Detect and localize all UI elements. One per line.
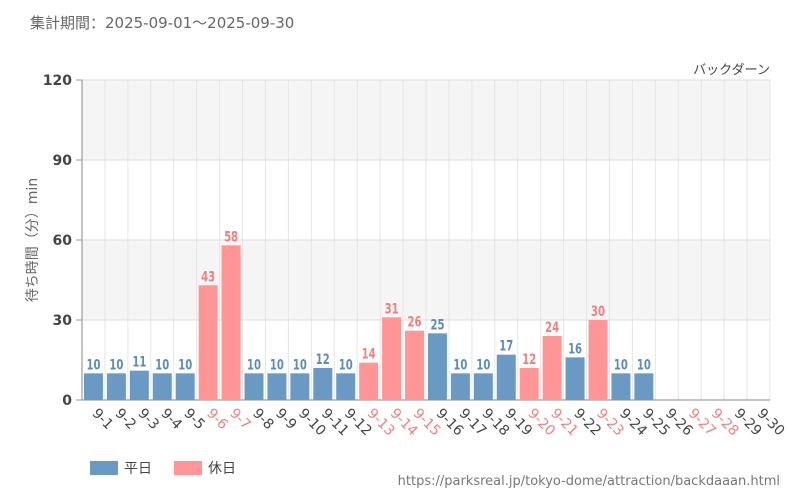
data-label: 10	[453, 357, 467, 373]
data-label: 25	[430, 317, 444, 333]
bar	[405, 330, 425, 400]
bar	[152, 373, 172, 400]
x-tick-label: 9-4	[157, 406, 185, 434]
data-label: 43	[201, 269, 215, 285]
y-tick-label: 30	[53, 313, 73, 329]
bar	[382, 317, 402, 400]
bar	[336, 373, 356, 400]
legend-item-holiday: 休日	[174, 458, 236, 478]
bar	[611, 373, 631, 400]
bar	[83, 373, 103, 400]
bar	[588, 320, 608, 400]
x-tick-label: 9-9	[272, 406, 299, 433]
y-tick-label: 0	[62, 393, 72, 409]
x-tick-label: 9-2	[112, 406, 139, 433]
bar	[175, 373, 195, 400]
y-tick-label: 120	[43, 73, 72, 89]
data-label: 17	[499, 339, 513, 355]
legend-label-holiday: 休日	[208, 461, 236, 477]
x-tick-label: 9-7	[226, 406, 253, 433]
data-label: 10	[614, 357, 628, 373]
source-url: https://parksreal.jp/tokyo-dome/attracti…	[397, 474, 780, 489]
period-text: 集計期間：2025-09-01～2025-09-30	[30, 14, 295, 32]
data-label: 12	[316, 352, 330, 368]
bar	[198, 285, 218, 400]
y-tick-label: 60	[53, 233, 73, 249]
data-label: 26	[408, 315, 422, 331]
series-label: バックダーン	[693, 63, 770, 78]
legend-label-weekday: 平日	[124, 461, 152, 477]
data-label: 10	[178, 357, 192, 373]
data-label: 10	[293, 357, 307, 373]
bar	[542, 336, 562, 400]
data-label: 10	[270, 357, 284, 373]
bar	[359, 362, 379, 400]
bar	[427, 333, 447, 400]
data-label: 10	[247, 357, 261, 373]
legend-item-weekday: 平日	[90, 458, 152, 478]
bar	[221, 245, 241, 400]
bar	[106, 373, 126, 400]
data-label: 11	[132, 355, 146, 371]
data-label: 10	[476, 357, 490, 373]
bar	[565, 357, 585, 400]
bar	[496, 354, 516, 400]
wait-time-bar-chart: 0 30 60 90 120 待ち時間（分）min バックダーン 10 9-1 10 9-2 11 9-…	[25, 63, 787, 439]
bar	[634, 373, 654, 400]
bar	[313, 368, 333, 400]
legend-swatch-weekday	[90, 461, 118, 475]
x-tick-label: 9-1	[89, 406, 116, 433]
bar	[473, 373, 493, 400]
data-label: 58	[224, 229, 238, 245]
y-axis-title: 待ち時間（分）min	[25, 178, 41, 302]
x-tick-label: 9-3	[135, 406, 162, 433]
y-tick-label: 90	[53, 153, 73, 169]
legend-swatch-holiday	[174, 461, 202, 475]
data-label: 24	[545, 320, 559, 336]
x-tick-label: 9-8	[249, 406, 276, 433]
data-label: 30	[591, 304, 605, 320]
x-tick-label: 9-6	[203, 406, 231, 434]
bar	[290, 373, 310, 400]
data-label: 10	[637, 357, 651, 373]
x-tick-label: 9-5	[180, 406, 207, 433]
legend: 平日 休日	[90, 458, 258, 478]
data-label: 10	[109, 357, 123, 373]
data-label: 14	[362, 347, 376, 363]
data-label: 10	[155, 357, 169, 373]
bar	[450, 373, 470, 400]
data-label: 12	[522, 352, 536, 368]
data-label: 10	[339, 357, 353, 373]
data-label: 31	[385, 301, 399, 317]
bar	[129, 370, 149, 400]
bar	[519, 368, 539, 400]
data-label: 16	[568, 341, 582, 357]
data-label: 10	[86, 357, 100, 373]
bar	[267, 373, 287, 400]
bar	[244, 373, 264, 400]
